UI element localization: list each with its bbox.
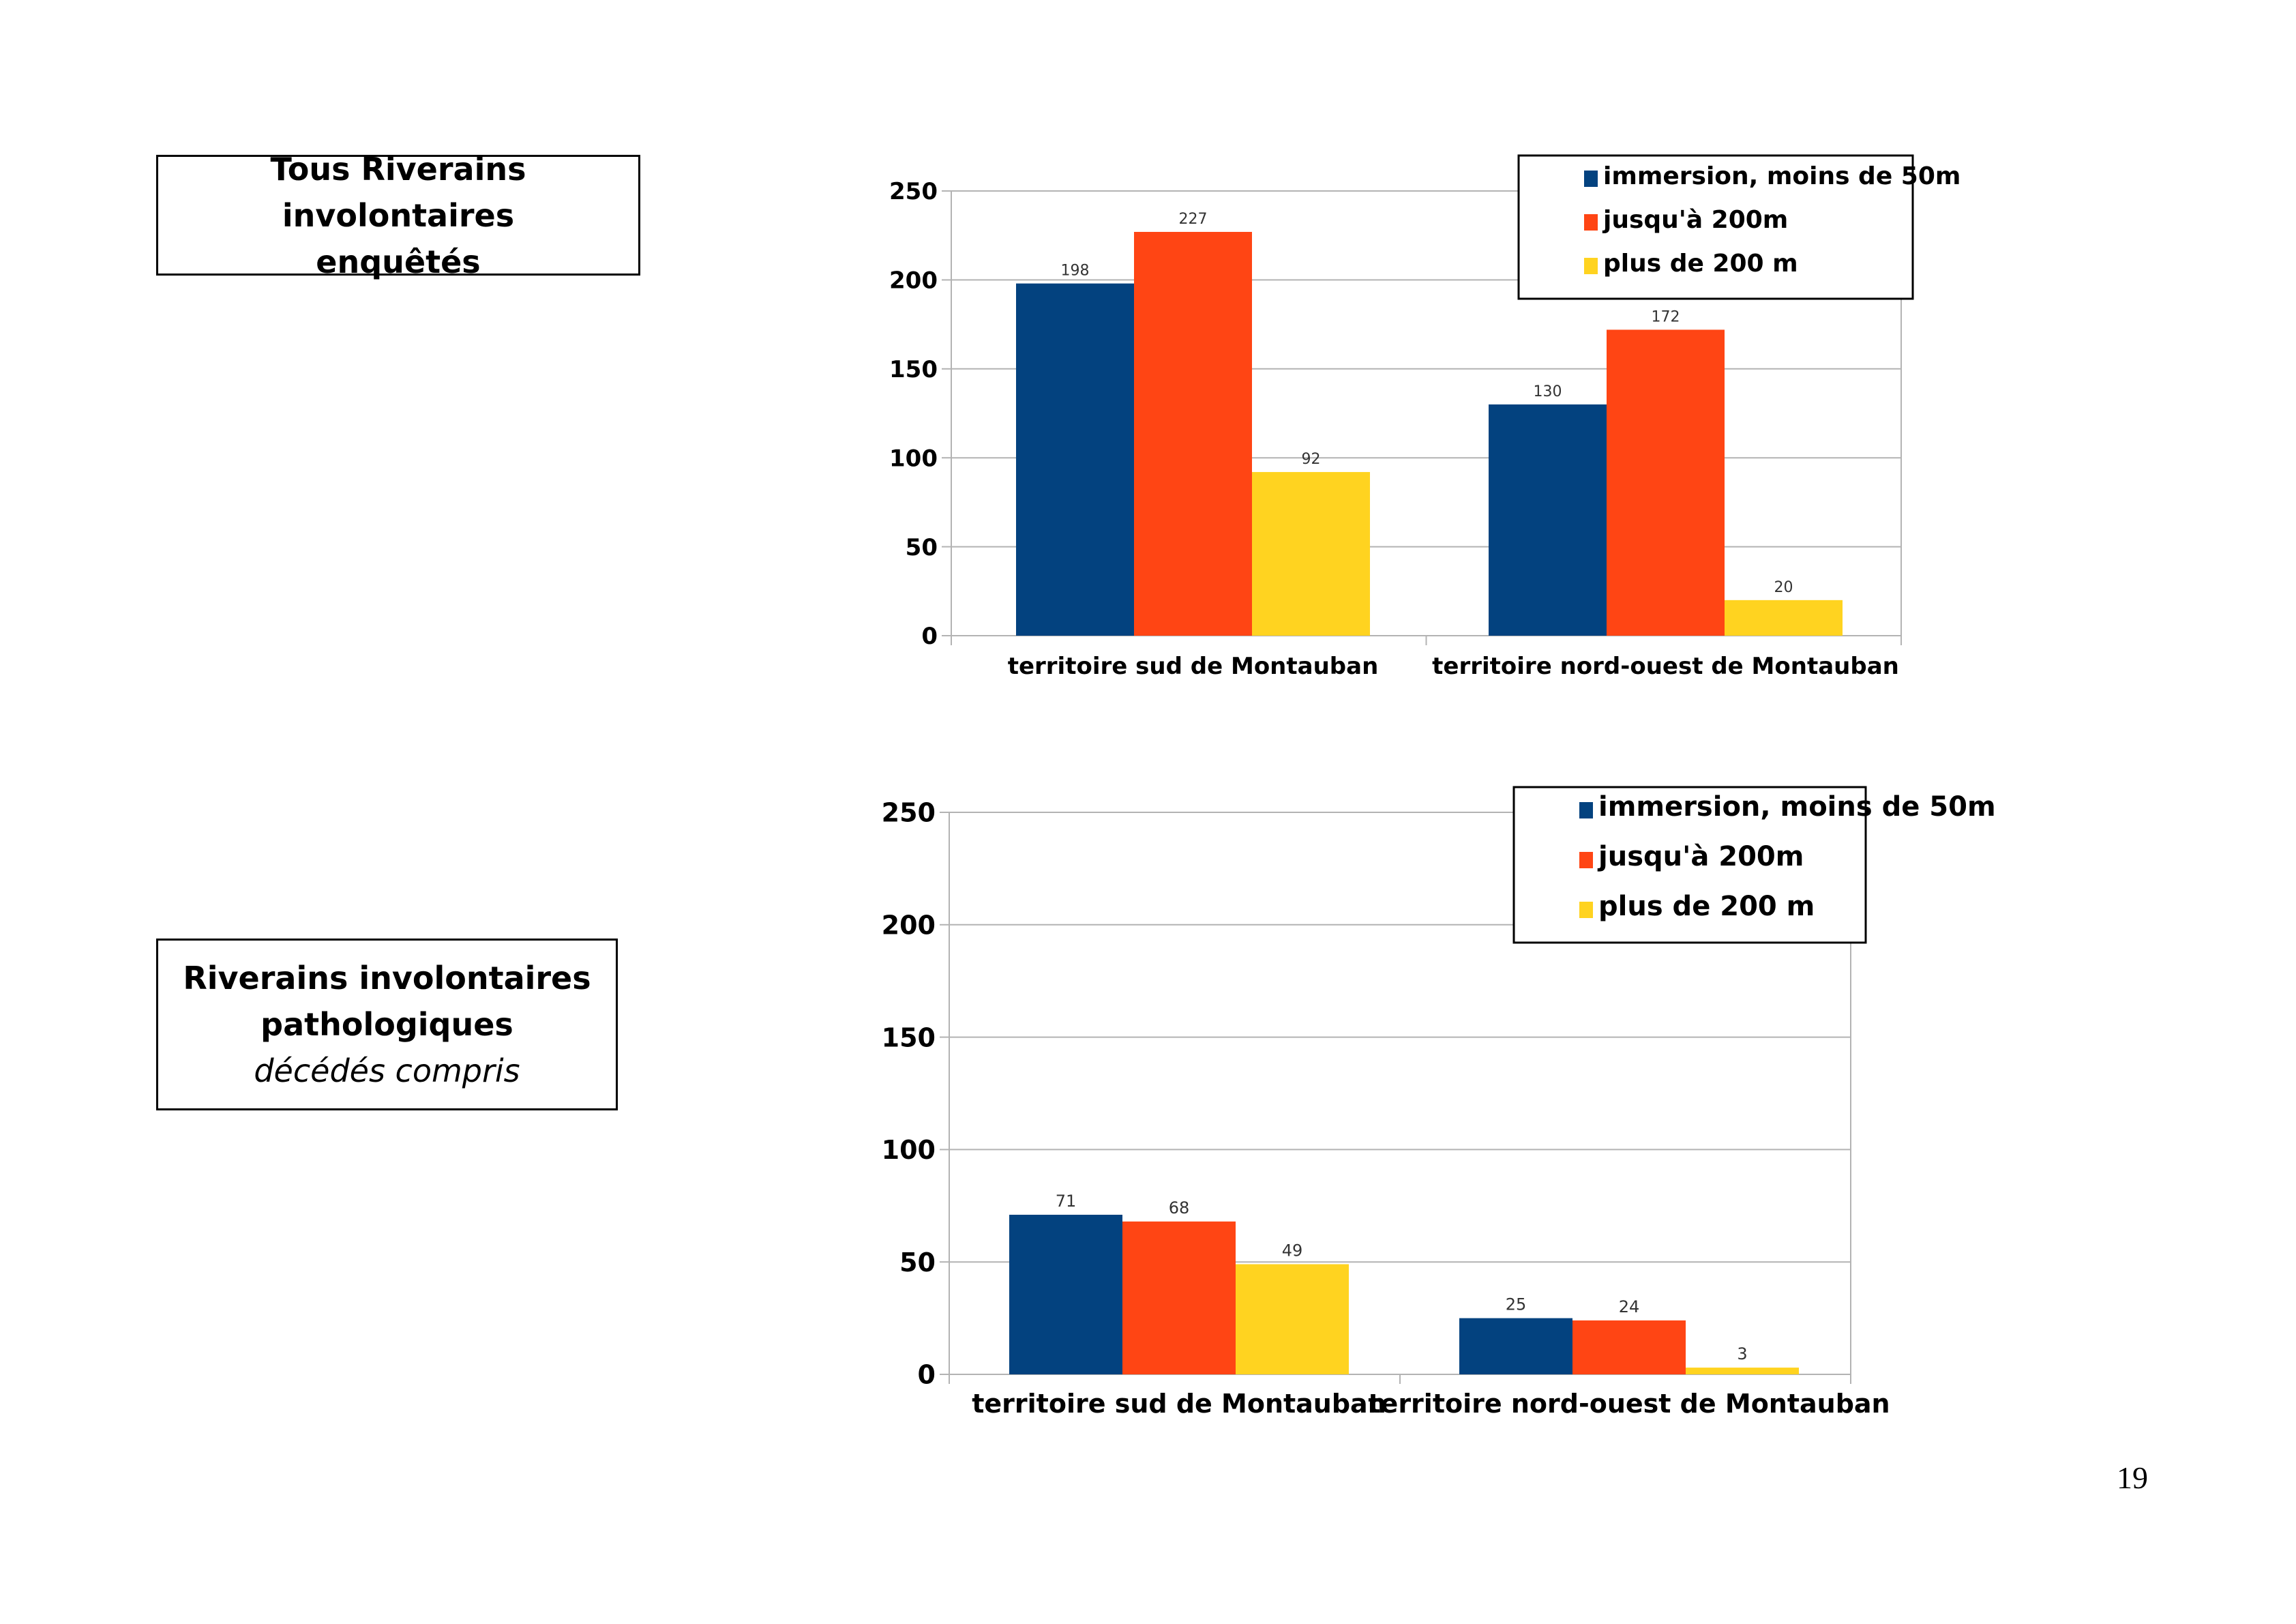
legend-entry: jusqu'à 200m (1602, 206, 1788, 234)
label-box-all-residents: Tous Riverains involontaires enquêtés (156, 151, 640, 280)
legend-entry: immersion, moins de 50m (1603, 162, 1960, 190)
category-label: territoire nord-ouest de Montauban (1432, 653, 1899, 680)
label-box-line: enquêtés (316, 243, 481, 280)
category-label: territoire sud de Montauban (972, 1389, 1386, 1419)
data-label: 71 (1056, 1192, 1077, 1211)
y-tick-label: 250 (882, 798, 936, 828)
data-label: 198 (1061, 263, 1090, 280)
label-box-subtitle: décédés compris (254, 1052, 520, 1089)
y-tick-label: 150 (889, 356, 938, 383)
data-label: 68 (1169, 1198, 1190, 1217)
y-tick-label: 200 (889, 267, 938, 295)
y-tick-label: 100 (882, 1135, 936, 1165)
bar (1016, 283, 1134, 636)
y-tick-label: 0 (918, 1360, 936, 1390)
legend-entry: plus de 200 m (1603, 250, 1798, 278)
category-label: territoire sud de Montauban (1008, 653, 1379, 680)
y-tick-label: 200 (882, 910, 936, 940)
data-label: 24 (1619, 1297, 1640, 1316)
label-box-pathological-residents: Riverains involontaires pathologiques dé… (156, 939, 618, 1110)
label-box-line: Tous Riverains involontaires (270, 150, 526, 234)
bar (1725, 600, 1843, 636)
bar (1607, 329, 1725, 636)
data-label: 92 (1302, 451, 1321, 468)
data-label: 25 (1506, 1295, 1527, 1314)
legend-entry: jusqu'à 200m (1597, 841, 1804, 872)
bar (1009, 1214, 1122, 1374)
page-number: 19 (2117, 1460, 2148, 1495)
y-tick-label: 50 (906, 534, 938, 561)
legend-swatch (1584, 258, 1598, 274)
data-label: 172 (1652, 308, 1680, 325)
y-tick-label: 50 (899, 1247, 936, 1278)
bar (1572, 1320, 1686, 1374)
y-tick-label: 150 (882, 1022, 936, 1052)
bar (1236, 1264, 1349, 1374)
data-label: 49 (1282, 1241, 1303, 1260)
bar (1489, 404, 1607, 636)
legend-box (1512, 786, 1867, 944)
bar (1252, 472, 1370, 636)
legend-entry: immersion, moins de 50m (1598, 791, 1996, 823)
bar (1134, 231, 1252, 636)
legend-swatch (1584, 214, 1598, 231)
legend-swatch (1584, 171, 1598, 187)
legend-swatch (1579, 852, 1593, 868)
bar (1686, 1368, 1799, 1374)
data-label: 227 (1179, 211, 1208, 228)
legend-entry: plus de 200 m (1598, 891, 1815, 922)
y-tick-label: 0 (921, 623, 938, 650)
bar (1122, 1221, 1236, 1374)
data-label: 3 (1737, 1344, 1747, 1363)
data-label: 20 (1774, 579, 1793, 596)
category-label: territoire nord-ouest de Montauban (1368, 1389, 1890, 1419)
y-tick-label: 250 (889, 178, 938, 205)
y-tick-label: 100 (889, 445, 938, 472)
label-box-line: pathologiques (260, 1006, 513, 1043)
data-label: 130 (1534, 383, 1562, 400)
label-box-line: Riverains involontaires (183, 960, 591, 996)
bar (1459, 1318, 1572, 1374)
legend-swatch (1579, 902, 1593, 918)
legend-swatch (1579, 802, 1593, 818)
